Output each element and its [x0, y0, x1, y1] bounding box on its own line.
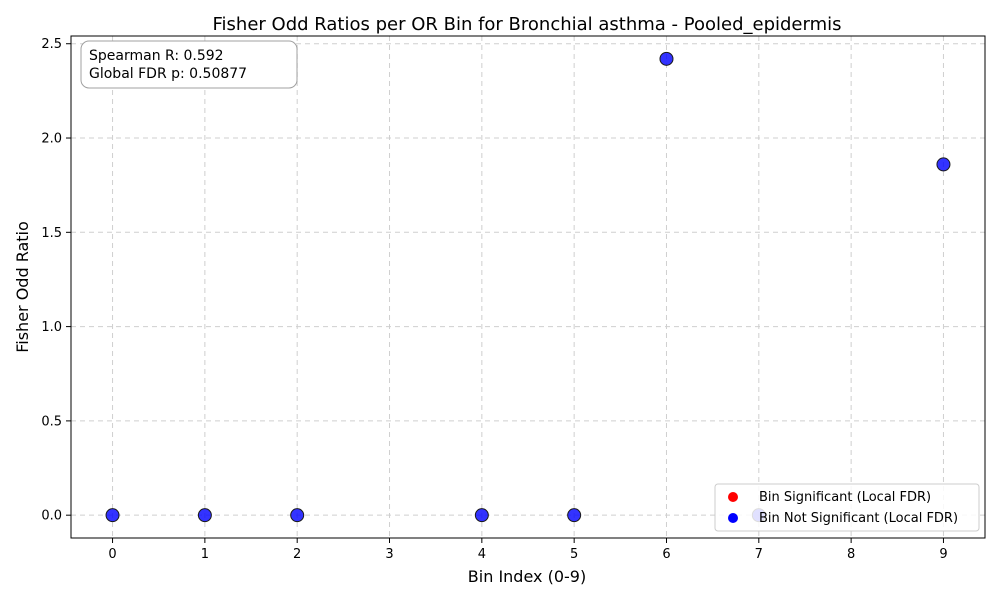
y-axis-ticks: 0.0 0.5 1.0 1.5 2.0 2.5 — [41, 37, 71, 524]
data-point-series-1-bin-9 — [936, 157, 951, 172]
stats-annotation-box — [80, 40, 298, 89]
x-tick-label: 6 — [662, 547, 670, 562]
data-point-series-1-bin-6 — [659, 51, 674, 66]
grid — [71, 36, 985, 538]
x-tick-label: 1 — [201, 547, 209, 562]
data-point-series-1-bin-0 — [105, 508, 120, 523]
global-fdr-text: Global FDR p: 0.50877 — [89, 66, 247, 82]
y-tick-label: 2.0 — [41, 132, 62, 147]
legend-box — [714, 483, 980, 532]
data-point-series-1-bin-2 — [290, 508, 305, 523]
x-tick-label: 7 — [755, 547, 763, 562]
data-point-series-1-bin-5 — [567, 508, 582, 523]
spearman-r-text: Spearman R: 0.592 — [89, 48, 224, 64]
chart-title: Fisher Odd Ratios per OR Bin for Bronchi… — [213, 14, 842, 35]
y-tick-label: 1.0 — [41, 320, 62, 335]
x-tick-label: 3 — [385, 547, 393, 562]
legend-marker-not-significant — [728, 513, 738, 523]
y-tick-label: 1.5 — [41, 226, 62, 241]
y-tick-label: 0.0 — [41, 509, 62, 524]
x-tick-label: 8 — [847, 547, 855, 562]
y-tick-label: 2.5 — [41, 37, 62, 52]
x-tick-label: 4 — [478, 547, 486, 562]
y-tick-label: 0.5 — [41, 414, 62, 429]
legend: Bin Significant (Local FDR) Bin Not Sign… — [714, 483, 980, 532]
stats-annotation: Spearman R: 0.592 Global FDR p: 0.50877 — [80, 40, 298, 89]
legend-marker-significant — [728, 492, 738, 502]
data-point-series-1-bin-4 — [474, 508, 489, 523]
y-axis-label: Fisher Odd Ratio — [13, 221, 32, 353]
legend-label-significant: Bin Significant (Local FDR) — [759, 490, 931, 505]
x-axis-ticks: 0 1 2 3 4 5 6 7 8 9 — [108, 538, 948, 562]
x-tick-label: 9 — [939, 547, 947, 562]
plot-frame — [70, 35, 986, 539]
x-axis-label: Bin Index (0-9) — [468, 567, 586, 586]
legend-label-not-significant: Bin Not Significant (Local FDR) — [759, 511, 958, 526]
data-points — [105, 51, 951, 523]
x-tick-label: 5 — [570, 547, 578, 562]
x-tick-label: 2 — [293, 547, 301, 562]
data-point-series-1-bin-1 — [197, 508, 212, 523]
x-tick-label: 0 — [108, 547, 116, 562]
